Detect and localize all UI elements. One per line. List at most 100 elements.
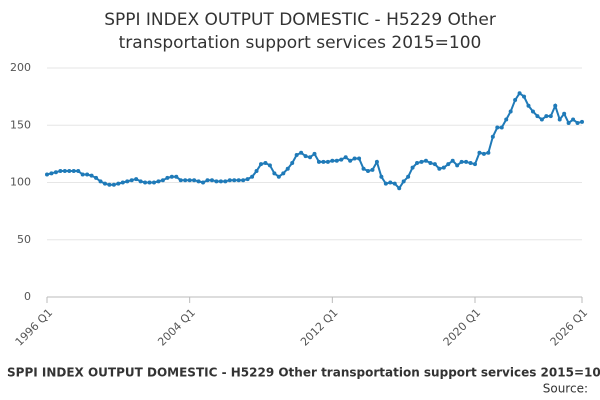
source: Source: <box>543 382 588 396</box>
point <box>423 158 428 163</box>
point <box>45 172 49 177</box>
point <box>156 179 161 184</box>
point <box>383 181 388 186</box>
point <box>455 163 460 168</box>
x-tick-label: 1996 Q1 <box>13 306 56 349</box>
point <box>432 162 437 167</box>
point <box>357 156 362 161</box>
point <box>374 159 379 164</box>
point <box>263 161 268 166</box>
line <box>46 91 583 190</box>
point <box>129 178 134 183</box>
point <box>143 180 148 185</box>
point <box>98 179 103 184</box>
point <box>80 172 85 177</box>
point <box>254 169 259 174</box>
chart-title: transportation support services 2015=100 <box>119 33 482 53</box>
point <box>71 169 76 174</box>
point <box>580 119 584 124</box>
point <box>272 171 277 176</box>
y-tick-label: 200 <box>10 61 31 74</box>
point <box>379 174 384 179</box>
point <box>218 179 223 184</box>
point <box>557 117 562 122</box>
point <box>330 158 335 163</box>
point <box>245 177 250 182</box>
point <box>450 158 455 163</box>
x-tick-label: 2004 Q1 <box>155 306 198 349</box>
point <box>299 150 304 155</box>
footer-title: SPPI INDEX OUTPUT DOMESTIC - H5229 Other… <box>7 366 600 380</box>
point <box>566 120 571 125</box>
point <box>473 162 477 167</box>
point <box>366 169 370 174</box>
point <box>437 166 442 171</box>
point <box>94 175 99 180</box>
point <box>259 162 263 167</box>
point <box>361 166 366 171</box>
x-tick-label: 2020 Q1 <box>441 306 484 349</box>
point <box>441 165 446 170</box>
point <box>152 180 156 185</box>
point <box>201 180 206 185</box>
point <box>397 186 402 191</box>
point <box>575 120 580 125</box>
point <box>62 169 67 174</box>
point <box>85 172 90 177</box>
point <box>76 169 81 174</box>
point <box>160 178 165 183</box>
point <box>178 178 183 183</box>
point <box>499 125 504 130</box>
point <box>205 178 210 183</box>
point <box>134 177 139 182</box>
point <box>267 163 272 168</box>
point <box>517 91 522 96</box>
point <box>290 161 295 166</box>
point <box>571 117 576 122</box>
point <box>209 178 214 183</box>
y-tick-label: 0 <box>24 290 31 303</box>
point <box>513 98 518 103</box>
point <box>522 94 527 99</box>
y-tick-label: 150 <box>10 118 31 131</box>
point <box>147 180 152 185</box>
point <box>553 103 558 108</box>
point <box>285 166 290 171</box>
chart-title: SPPI INDEX OUTPUT DOMESTIC - H5229 Other <box>104 10 496 30</box>
point <box>468 161 473 166</box>
point <box>183 178 188 183</box>
point <box>459 159 464 164</box>
point <box>232 178 237 183</box>
point <box>49 171 54 176</box>
point <box>67 169 72 174</box>
point <box>214 179 219 184</box>
point <box>539 117 544 122</box>
point <box>526 103 531 108</box>
x-tick-label: 2026 Q1 <box>548 306 591 349</box>
point <box>370 167 375 172</box>
point <box>486 150 491 155</box>
point <box>415 161 420 166</box>
point <box>58 169 63 174</box>
point <box>495 125 500 130</box>
point <box>388 180 393 185</box>
point <box>392 181 397 186</box>
point <box>312 151 317 156</box>
point <box>325 159 330 164</box>
y-tick-label: 50 <box>17 233 31 246</box>
point <box>187 178 192 183</box>
point <box>250 174 255 179</box>
point <box>294 153 299 158</box>
point <box>352 156 357 161</box>
point <box>303 154 308 159</box>
point <box>334 158 339 163</box>
y-tick-label: 100 <box>10 176 31 189</box>
point <box>419 159 424 164</box>
point <box>446 162 451 167</box>
point <box>401 179 406 184</box>
point <box>481 151 486 156</box>
point <box>308 155 313 160</box>
point <box>321 159 326 164</box>
point <box>530 109 535 114</box>
